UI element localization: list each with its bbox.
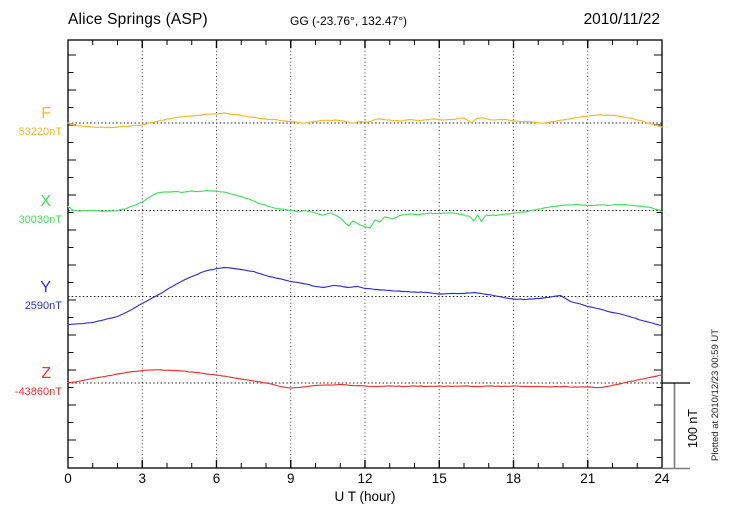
trace-z <box>67 369 663 389</box>
trace-y <box>67 266 663 327</box>
x-tick-label-0: 0 <box>64 471 72 486</box>
channel-label-x: X 30030nT <box>0 193 64 226</box>
channel-letter: Y <box>40 278 51 296</box>
channel-base-value: 2590nT <box>24 299 62 312</box>
x-tick-label-18: 18 <box>505 471 522 486</box>
channel-label-f: F 53220nT <box>0 105 64 138</box>
plot-date: 2010/11/22 <box>583 11 660 28</box>
x-tick-label-15: 15 <box>431 471 447 486</box>
channel-label-z: Z -43860nT <box>0 365 64 398</box>
x-tick-label-6: 6 <box>212 471 221 486</box>
scale-bar-label: 100 nT <box>686 409 700 448</box>
x-tick-label-24: 24 <box>654 471 670 486</box>
channel-letter: F <box>41 105 51 122</box>
plotted-at-note: Plotted at 2010/12/23 00:59 UT <box>710 328 721 461</box>
channel-base-value: 30030nT <box>18 213 62 226</box>
channel-label-y: Y 2590nT <box>0 279 64 312</box>
x-tick-label-12: 12 <box>357 471 373 486</box>
observatory-coordinates: GG (-23.76°, 132.47°) <box>290 14 407 28</box>
x-tick-label-21: 21 <box>580 471 596 486</box>
channel-letter: X <box>40 192 51 210</box>
x-tick-label-9: 9 <box>286 471 295 486</box>
channel-base-value: -43860nT <box>14 386 62 398</box>
station-title: Alice Springs (ASP) <box>68 11 208 28</box>
trace-x <box>67 189 663 229</box>
plot-frame <box>67 39 663 469</box>
trace-f <box>67 112 663 129</box>
x-tick-label-3: 3 <box>138 471 146 486</box>
channel-base-value: 53220nT <box>18 126 62 138</box>
x-axis-title: U T (hour) <box>334 489 396 504</box>
channel-letter: Z <box>41 365 51 382</box>
